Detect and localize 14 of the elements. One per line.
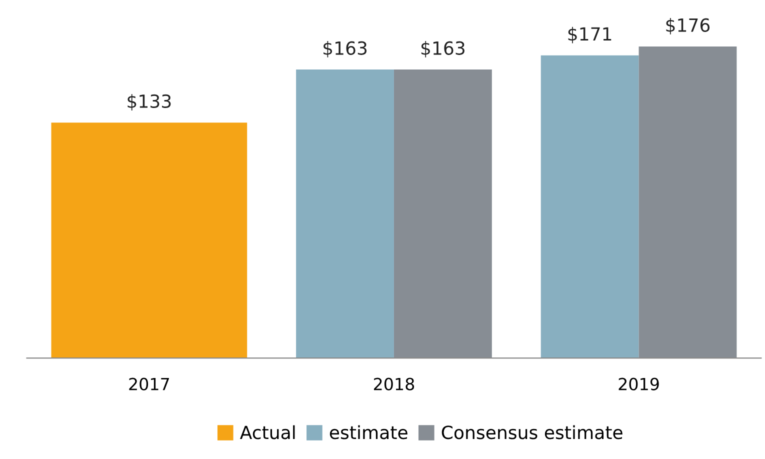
data-label: $176 [666,18,710,34]
legend-label: Consensus estimate [442,425,622,440]
legend-label: Actual [240,425,295,440]
data-label: $171 [568,26,612,44]
x-tick-label: 2019 [618,378,659,390]
bar [51,122,248,358]
data-label: $133 [128,94,171,110]
data-label: $163 [324,40,367,58]
bar [540,55,639,358]
legend-label: estimate [330,425,408,440]
data-label: $163 [421,40,464,58]
bar [296,70,394,358]
x-tick-label: 2017 [129,378,169,390]
x-tick-label: 2018 [374,378,414,390]
